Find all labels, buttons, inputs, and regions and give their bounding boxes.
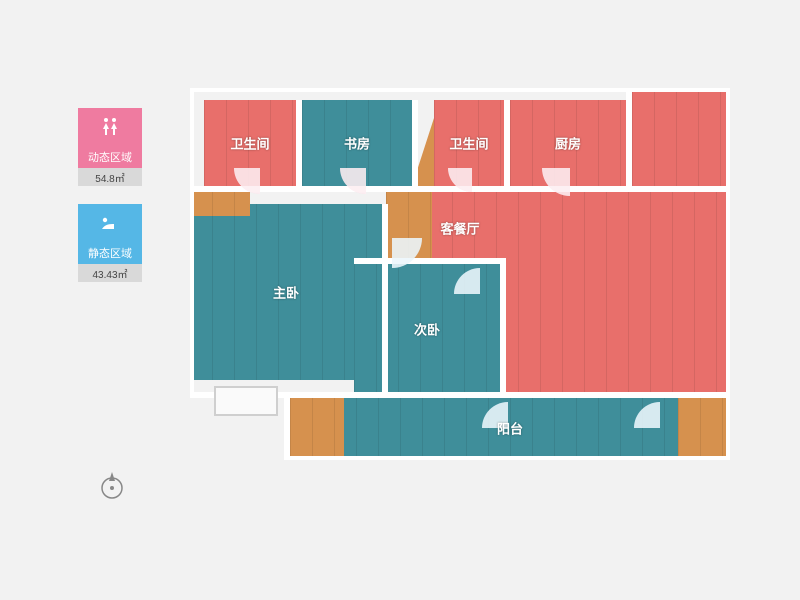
legend-dynamic-value: 54.8㎡: [78, 168, 142, 186]
compass-icon: [96, 468, 128, 500]
legend-dynamic: 动态区域 54.8㎡: [78, 108, 142, 186]
plan-outline: [284, 394, 730, 460]
legend-static-value: 43.43㎡: [78, 264, 142, 282]
active-people-icon: [78, 108, 142, 146]
legend-static: 静态区域 43.43㎡: [78, 204, 142, 282]
floor-plan: 卫生间书房卫生间厨房客餐厅主卧次卧阳台: [190, 88, 730, 488]
resting-person-icon: [78, 204, 142, 242]
legend-dynamic-label: 动态区域: [78, 146, 142, 168]
plan-outline: [190, 88, 730, 398]
legend-static-label: 静态区域: [78, 242, 142, 264]
zone-legend: 动态区域 54.8㎡ 静态区域 43.43㎡: [78, 108, 142, 300]
